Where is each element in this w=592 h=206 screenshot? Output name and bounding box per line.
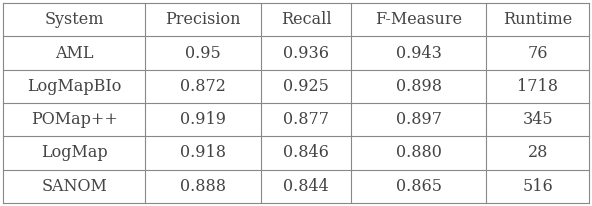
Text: Precision: Precision xyxy=(166,11,241,28)
Text: 0.846: 0.846 xyxy=(283,144,329,162)
Text: 0.865: 0.865 xyxy=(395,178,442,195)
Text: SANOM: SANOM xyxy=(41,178,107,195)
Text: 0.925: 0.925 xyxy=(283,78,329,95)
Text: POMap++: POMap++ xyxy=(31,111,118,128)
Text: F-Measure: F-Measure xyxy=(375,11,462,28)
Text: 0.888: 0.888 xyxy=(181,178,226,195)
Text: 0.95: 0.95 xyxy=(185,44,221,62)
Text: 0.898: 0.898 xyxy=(395,78,442,95)
Text: System: System xyxy=(44,11,104,28)
Text: 28: 28 xyxy=(527,144,548,162)
Text: 0.880: 0.880 xyxy=(395,144,442,162)
Text: Recall: Recall xyxy=(281,11,332,28)
Text: 0.897: 0.897 xyxy=(395,111,442,128)
Text: 0.943: 0.943 xyxy=(395,44,442,62)
Text: Runtime: Runtime xyxy=(503,11,572,28)
Text: 0.918: 0.918 xyxy=(181,144,226,162)
Text: 1718: 1718 xyxy=(517,78,558,95)
Text: 0.877: 0.877 xyxy=(283,111,329,128)
Text: LogMapBIo: LogMapBIo xyxy=(27,78,121,95)
Text: 0.919: 0.919 xyxy=(181,111,226,128)
Text: 76: 76 xyxy=(527,44,548,62)
Text: 345: 345 xyxy=(522,111,553,128)
Text: 516: 516 xyxy=(522,178,553,195)
Text: 0.844: 0.844 xyxy=(283,178,329,195)
Text: LogMap: LogMap xyxy=(41,144,108,162)
Text: 0.936: 0.936 xyxy=(283,44,329,62)
Text: AML: AML xyxy=(55,44,94,62)
Text: 0.872: 0.872 xyxy=(181,78,226,95)
